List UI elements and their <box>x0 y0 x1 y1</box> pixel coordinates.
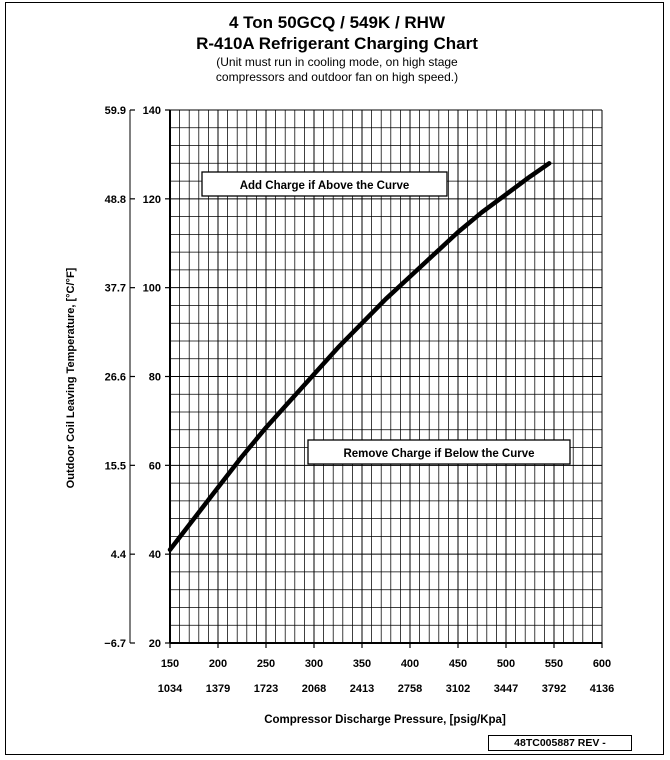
chart-note-line-2: compressors and outdoor fan on high spee… <box>216 70 458 84</box>
x-tick-label-kpa: 3102 <box>446 683 470 695</box>
x-axis-label: Compressor Discharge Pressure, [psig/Kpa… <box>264 714 506 726</box>
y-tick-label-f: 120 <box>143 194 161 206</box>
y-tick-label-f: 60 <box>149 460 161 472</box>
y-tick-label-c: 37.7 <box>105 283 126 295</box>
x-tick-label-kpa: 2758 <box>398 683 422 695</box>
charging-curve <box>167 161 552 552</box>
x-tick-label-kpa: 1723 <box>254 683 278 695</box>
remove-charge-label: Remove Charge if Below the Curve <box>343 448 534 460</box>
chart-note-line-1: (Unit must run in cooling mode, on high … <box>216 55 458 69</box>
y-tick-label-c: 26.6 <box>105 372 126 384</box>
y-tick-label-f: 80 <box>149 372 161 384</box>
y-axis-label: Outdoor Coil Leaving Temperature, [°C/°F… <box>65 267 77 488</box>
y-tick-label-f: 100 <box>143 283 161 295</box>
x-tick-label-kpa: 1379 <box>206 683 230 695</box>
tick-labels: 140 59.9 120 48.8 100 37.7 80 26.6 60 15.5 40 4.4 20… <box>104 105 614 695</box>
series <box>167 161 552 552</box>
y-tick-label-c: 15.5 <box>105 460 126 472</box>
add-charge-box <box>201 171 448 197</box>
x-tick-label-psig: 500 <box>497 658 515 670</box>
x-tick-label-kpa: 2068 <box>302 683 326 695</box>
axes <box>129 109 603 648</box>
x-tick-label-psig: 450 <box>449 658 467 670</box>
chart-frame <box>5 2 664 755</box>
remove-charge-box <box>307 439 571 465</box>
document-id: 48TC005887 REV - <box>488 735 632 751</box>
x-tick-label-psig: 200 <box>209 658 227 670</box>
x-tick-label-psig: 300 <box>305 658 323 670</box>
x-tick-label-kpa: 1034 <box>158 683 183 695</box>
chart-title: 4 Ton 50GCQ / 549K / RHW <box>229 13 446 32</box>
x-tick-label-kpa: 4136 <box>590 683 614 695</box>
x-tick-label-psig: 400 <box>401 658 419 670</box>
x-tick-label-psig: 550 <box>545 658 563 670</box>
x-tick-label-psig: 350 <box>353 658 371 670</box>
x-tick-label-kpa: 2413 <box>350 683 374 695</box>
y-tick-label-c: −6.7 <box>104 638 126 650</box>
x-tick-label-psig: 600 <box>593 658 611 670</box>
x-tick-label-kpa: 3792 <box>542 683 566 695</box>
chart-subtitle: R-410A Refrigerant Charging Chart <box>196 34 478 53</box>
y-tick-label-c: 4.4 <box>111 549 127 561</box>
y-tick-label-c: 59.9 <box>105 105 126 117</box>
y-tick-label-f: 20 <box>149 638 161 650</box>
add-charge-label: Add Charge if Above the Curve <box>240 180 410 192</box>
y-tick-label-c: 48.8 <box>105 194 126 206</box>
y-tick-label-f: 140 <box>143 105 161 117</box>
x-tick-label-psig: 250 <box>257 658 275 670</box>
y-tick-label-f: 40 <box>149 549 161 561</box>
grid <box>169 109 603 644</box>
x-tick-label-kpa: 3447 <box>494 683 518 695</box>
x-tick-label-psig: 150 <box>161 658 179 670</box>
